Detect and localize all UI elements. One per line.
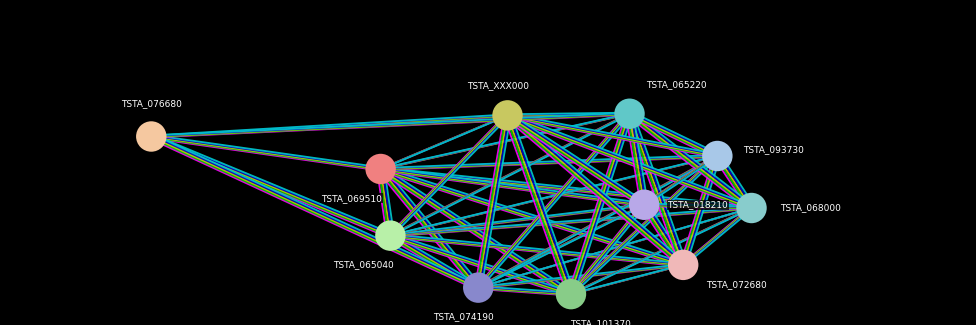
Text: TSTA_076680: TSTA_076680	[121, 99, 182, 109]
Point	[500, 113, 515, 118]
Text: TSTA_093730: TSTA_093730	[744, 145, 804, 154]
Point	[710, 153, 725, 159]
Text: TSTA_074190: TSTA_074190	[433, 312, 494, 321]
Point	[636, 202, 652, 207]
Text: TSTA_101370: TSTA_101370	[570, 319, 630, 325]
Text: TSTA_018210: TSTA_018210	[668, 200, 728, 209]
Text: TSTA_XXX000: TSTA_XXX000	[467, 82, 529, 91]
Text: TSTA_072680: TSTA_072680	[707, 280, 767, 289]
Text: TSTA_065040: TSTA_065040	[333, 260, 393, 269]
Point	[143, 134, 159, 139]
Text: TSTA_065220: TSTA_065220	[646, 80, 707, 89]
Point	[563, 292, 579, 297]
Point	[744, 205, 759, 211]
Point	[622, 111, 637, 116]
Point	[470, 285, 486, 290]
Text: TSTA_069510: TSTA_069510	[321, 194, 382, 203]
Point	[675, 262, 691, 267]
Text: TSTA_068000: TSTA_068000	[780, 203, 840, 213]
Point	[373, 166, 388, 172]
Point	[383, 233, 398, 238]
